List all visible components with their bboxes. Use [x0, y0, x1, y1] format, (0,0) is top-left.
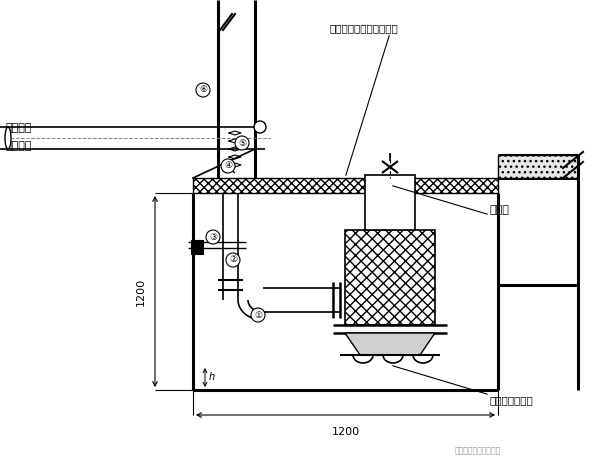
Circle shape: [226, 253, 240, 267]
Text: ④: ④: [224, 161, 232, 170]
Text: ⑤: ⑤: [238, 139, 246, 147]
Text: 1200: 1200: [136, 278, 146, 306]
Bar: [193, 178, 498, 193]
Text: 潜污泵钉制支架: 潜污泵钉制支架: [490, 395, 534, 405]
Text: ①: ①: [254, 310, 262, 320]
Text: ⑥: ⑥: [199, 86, 207, 95]
Circle shape: [251, 308, 265, 322]
Bar: [345, 230, 435, 325]
Circle shape: [254, 121, 266, 133]
Circle shape: [235, 136, 249, 150]
Text: 潜污泵: 潜污泵: [490, 205, 510, 215]
Text: ②: ②: [229, 256, 237, 264]
Text: 集水坑，坑顶放置鑰盖板: 集水坑，坑顶放置鑰盖板: [330, 23, 399, 33]
Polygon shape: [345, 333, 435, 355]
Text: 1200: 1200: [332, 427, 360, 437]
Text: h: h: [209, 373, 215, 382]
Text: 市政雨水: 市政雨水: [5, 141, 31, 151]
Text: 就近接入: 就近接入: [5, 123, 31, 133]
Circle shape: [221, 159, 235, 173]
Bar: [191, 240, 203, 254]
Bar: [365, 175, 415, 230]
Text: ③: ③: [209, 233, 217, 241]
Bar: [498, 155, 578, 178]
Circle shape: [206, 230, 220, 244]
Circle shape: [196, 83, 210, 97]
Ellipse shape: [5, 127, 11, 149]
Text: 城市地下综合管廊建设: 城市地下综合管廊建设: [455, 446, 501, 455]
